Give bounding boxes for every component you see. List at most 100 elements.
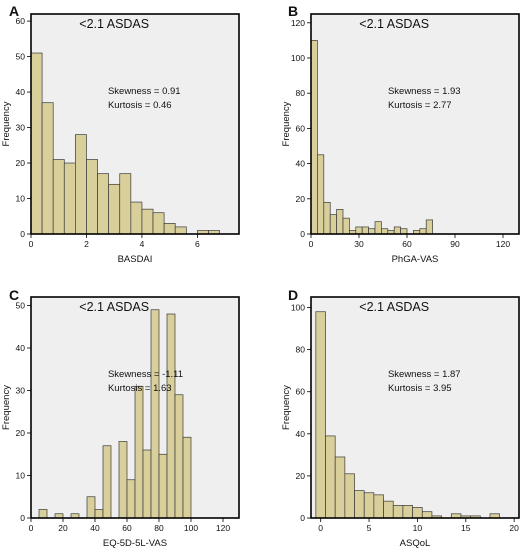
histogram-bar: [75, 134, 87, 235]
histogram-bar: [166, 313, 176, 519]
chart-title: <2.1 ASDAS: [79, 300, 149, 314]
histogram-bar: [412, 507, 423, 519]
x-tick-label: 40: [90, 523, 100, 533]
histogram-bar: [425, 219, 433, 235]
chart-title: <2.1 ASDAS: [79, 17, 149, 31]
y-axis-label: Frequency: [281, 385, 292, 430]
x-tick-label: 10: [413, 523, 423, 533]
x-tick-label: 2: [84, 239, 89, 249]
histogram-bar: [182, 436, 192, 519]
y-tick-label: 60: [16, 16, 26, 26]
panel-letter: D: [288, 287, 298, 303]
plot-frame: [310, 13, 520, 235]
panel-letter: B: [288, 3, 298, 19]
stat-annotation: Skewness = 1.87: [388, 369, 461, 380]
y-tick-label: 0: [20, 229, 25, 239]
histogram-bar: [118, 441, 128, 519]
histogram-bar: [373, 494, 384, 519]
histogram-bar: [41, 102, 54, 235]
stat-annotation: Kurtosis = 2.77: [388, 100, 452, 111]
stat-annotation: Kurtosis = 3.95: [388, 383, 452, 394]
histogram-bar: [393, 226, 401, 235]
chart-title: <2.1 ASDAS: [359, 17, 429, 31]
histogram-bar: [163, 223, 176, 235]
histogram-bar: [38, 509, 48, 519]
x-tick-label: 6: [195, 239, 200, 249]
x-axis-label: ASQoL: [400, 538, 431, 549]
y-tick-label: 20: [296, 471, 306, 481]
y-tick-label: 0: [300, 229, 305, 239]
histogram-bar: [325, 435, 336, 519]
histogram-bar: [150, 309, 160, 519]
y-tick-label: 60: [296, 123, 306, 133]
histogram-bar: [383, 500, 394, 519]
stat-annotation: Kurtosis = 0.46: [108, 100, 172, 111]
stat-annotation: Skewness = 1.93: [388, 86, 461, 97]
chart-title: <2.1 ASDAS: [359, 300, 429, 314]
y-axis-label: Frequency: [281, 101, 292, 146]
histogram-bar: [334, 456, 346, 519]
x-axis-label: EQ-5D-5L-VAS: [103, 538, 167, 549]
histogram-bar: [141, 208, 154, 235]
histogram-bar: [421, 511, 433, 519]
histogram-bar: [336, 209, 344, 235]
y-tick-label: 30: [16, 386, 26, 396]
y-tick-label: 0: [300, 513, 305, 523]
x-tick-label: 0: [29, 239, 34, 249]
histogram-bar: [63, 162, 76, 235]
y-tick-label: 100: [291, 53, 305, 63]
y-tick-label: 20: [16, 428, 26, 438]
y-tick-label: 50: [16, 52, 26, 62]
histogram-bar: [142, 449, 152, 519]
y-tick-label: 120: [291, 18, 305, 28]
histogram-bar: [402, 505, 413, 519]
histogram-bar: [317, 154, 325, 235]
y-tick-label: 50: [16, 301, 26, 311]
x-tick-label: 120: [496, 239, 510, 249]
plot-area-b: [311, 14, 519, 234]
x-tick-label: 60: [402, 239, 412, 249]
x-tick-label: 30: [354, 239, 364, 249]
histogram-bar: [108, 183, 121, 235]
plot-frame: [30, 13, 240, 235]
histogram-bar: [174, 394, 184, 519]
histogram-bar: [342, 217, 350, 235]
histogram-bar: [134, 385, 144, 519]
panel-letter: C: [9, 287, 19, 303]
x-tick-label: 15: [461, 523, 471, 533]
histogram-bar: [374, 221, 382, 235]
x-axis-label: PhGA-VAS: [392, 254, 439, 265]
y-tick-label: 100: [291, 303, 305, 313]
y-tick-label: 40: [16, 343, 26, 353]
histogram-bar: [30, 52, 43, 235]
x-tick-label: 4: [140, 239, 145, 249]
stat-annotation: Kurtosis = 1.63: [108, 383, 172, 394]
x-tick-label: 0: [309, 239, 314, 249]
y-tick-label: 0: [20, 513, 25, 523]
histogram-bar: [97, 173, 110, 235]
x-tick-label: 60: [122, 523, 132, 533]
x-tick-label: 5: [367, 523, 372, 533]
histogram-bar: [354, 490, 365, 519]
x-axis-label: BASDAI: [118, 254, 153, 265]
y-tick-label: 20: [296, 194, 306, 204]
x-tick-label: 80: [154, 523, 164, 533]
x-tick-label: 90: [450, 239, 460, 249]
histogram-bar: [355, 226, 363, 235]
histogram-bar: [392, 505, 404, 519]
x-tick-label: 0: [318, 523, 323, 533]
stat-annotation: Skewness = 0.91: [108, 86, 181, 97]
histogram-bar: [361, 226, 369, 235]
stat-annotation: Skewness = -1.11: [108, 369, 183, 380]
histogram-bar: [344, 473, 355, 519]
x-tick-label: 20: [509, 523, 519, 533]
histogram-bar: [94, 509, 104, 519]
panel-letter: A: [9, 3, 19, 19]
histogram-bar: [130, 201, 143, 235]
x-tick-label: 120: [216, 523, 230, 533]
x-tick-label: 100: [184, 523, 198, 533]
histogram-bar: [126, 479, 136, 519]
y-tick-label: 40: [16, 87, 26, 97]
histogram-bar: [363, 492, 375, 519]
